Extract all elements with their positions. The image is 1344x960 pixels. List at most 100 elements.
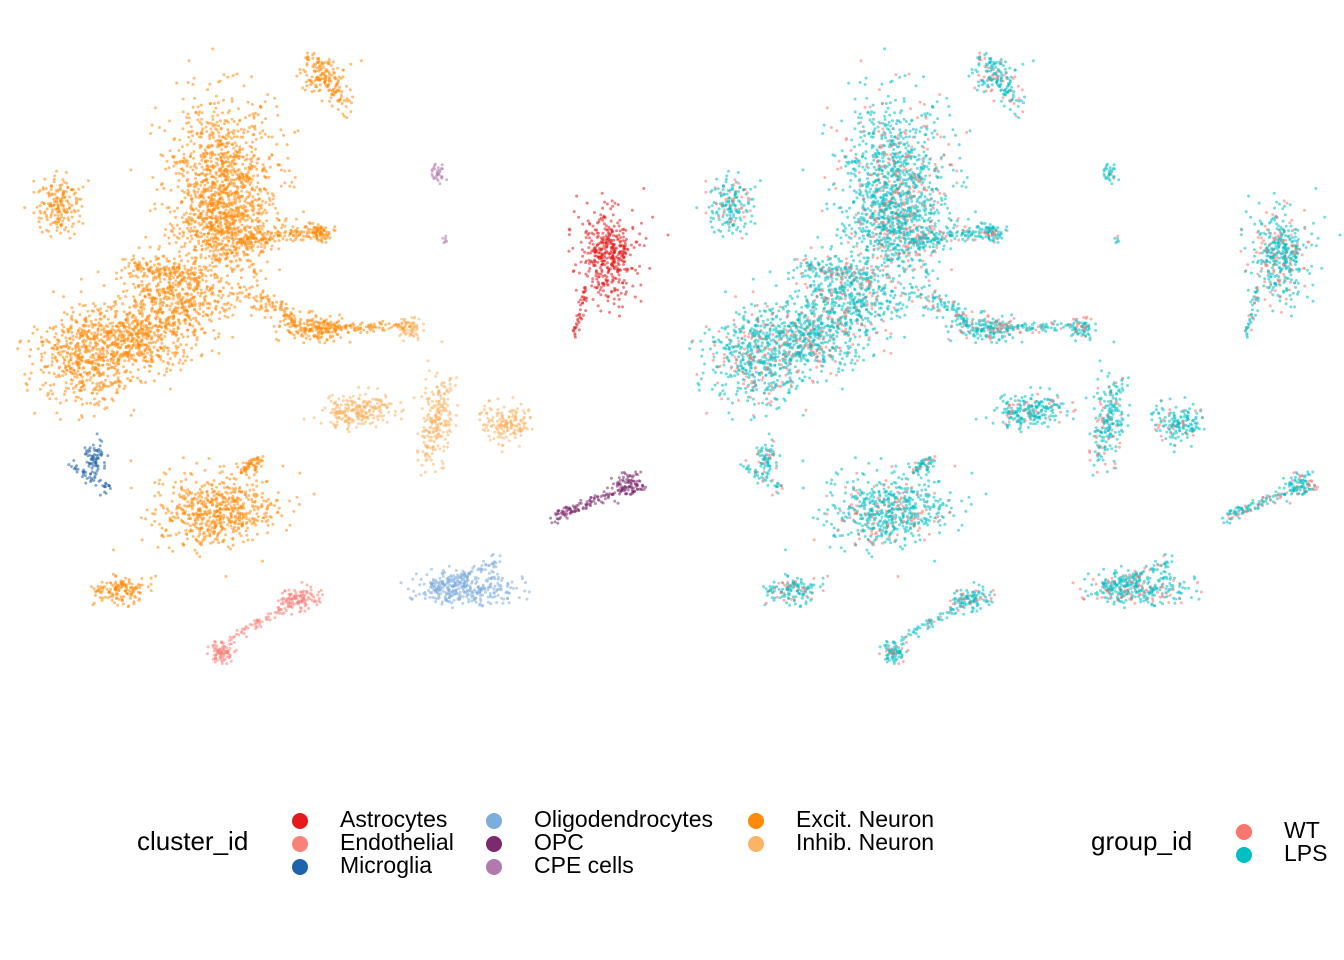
cell-point xyxy=(127,272,131,276)
cell-point xyxy=(155,188,159,192)
cell-point xyxy=(194,195,198,199)
cell-point xyxy=(187,130,191,134)
cell-point xyxy=(603,200,607,204)
cell-point xyxy=(311,221,315,225)
cell-point xyxy=(274,206,277,210)
cell-point xyxy=(487,434,491,438)
cell-point xyxy=(219,127,223,131)
cell-point xyxy=(99,307,103,311)
cell-point xyxy=(211,193,215,197)
cell-point xyxy=(157,328,161,332)
cell-point xyxy=(207,186,210,190)
cell-point xyxy=(522,425,526,429)
cell-point xyxy=(92,374,96,377)
cell-point xyxy=(63,392,66,396)
cell-point xyxy=(182,351,186,355)
cell-point xyxy=(621,263,625,267)
cell-point xyxy=(168,288,172,292)
cell-point xyxy=(41,344,45,347)
cell-point xyxy=(16,347,20,351)
cell-point xyxy=(155,315,159,319)
cell-point xyxy=(94,344,98,348)
cell-point xyxy=(205,235,209,239)
cell-point xyxy=(225,219,229,223)
cell-point xyxy=(78,336,81,340)
cell-point xyxy=(189,302,193,306)
cell-point xyxy=(219,233,223,237)
cell-point xyxy=(201,303,205,307)
cell-point xyxy=(271,522,275,526)
cell-point xyxy=(54,189,58,192)
cell-point xyxy=(423,419,427,423)
cell-point xyxy=(223,496,227,500)
cell-point xyxy=(65,312,69,316)
cell-point xyxy=(189,152,193,156)
cell-point xyxy=(154,324,158,328)
cell-point xyxy=(189,194,193,198)
cell-point xyxy=(504,435,508,439)
cell-point xyxy=(605,202,609,206)
cell-point xyxy=(95,401,99,405)
cell-point xyxy=(229,207,233,211)
cell-point xyxy=(174,352,178,356)
cell-point xyxy=(77,366,81,370)
cell-point xyxy=(448,422,452,426)
cell-point xyxy=(619,239,622,243)
cell-point xyxy=(29,348,33,352)
cell-point xyxy=(222,464,226,468)
cell-point xyxy=(231,270,235,274)
cell-point xyxy=(257,253,261,257)
cell-point xyxy=(128,275,132,279)
cell-point xyxy=(151,306,155,310)
cell-point xyxy=(181,354,185,358)
cell-point xyxy=(102,359,105,363)
cell-point xyxy=(77,187,81,191)
cell-point xyxy=(259,245,263,249)
cell-point xyxy=(248,113,252,117)
cell-point xyxy=(103,595,107,599)
cell-point xyxy=(153,310,157,314)
cell-point xyxy=(323,341,327,345)
cell-point xyxy=(146,585,150,589)
cell-point xyxy=(216,300,220,304)
cell-point xyxy=(314,314,318,317)
cell-point xyxy=(39,368,43,372)
cell-point xyxy=(103,341,107,345)
cell-point xyxy=(187,275,191,279)
cell-point xyxy=(221,539,225,543)
cell-point xyxy=(194,343,198,347)
cell-point xyxy=(631,284,635,288)
cell-point xyxy=(211,213,215,217)
cell-point xyxy=(66,229,70,233)
cell-point xyxy=(209,160,213,163)
cell-point xyxy=(329,96,333,100)
cell-point xyxy=(208,102,212,105)
cell-point xyxy=(229,500,233,504)
cell-point xyxy=(617,305,621,309)
cell-point xyxy=(168,357,172,361)
cell-point xyxy=(266,191,270,195)
cell-point xyxy=(81,402,84,406)
cell-point xyxy=(210,236,214,240)
cell-point xyxy=(255,167,259,171)
cell-point xyxy=(208,172,212,176)
cell-point xyxy=(252,207,256,211)
cell-point xyxy=(252,154,256,158)
cell-point xyxy=(211,290,214,294)
cell-point xyxy=(270,153,274,157)
cell-point xyxy=(178,254,182,258)
cell-point xyxy=(189,183,193,187)
cell-point xyxy=(202,532,205,536)
cell-point xyxy=(420,407,424,411)
cell-point xyxy=(163,334,167,338)
cell-point xyxy=(158,293,161,297)
cell-point xyxy=(213,186,217,190)
cell-point xyxy=(194,316,198,320)
cell-point xyxy=(221,180,224,184)
cell-point xyxy=(133,319,137,323)
cell-point xyxy=(198,529,202,533)
cell-point xyxy=(416,336,420,340)
cell-point xyxy=(199,253,203,257)
cell-point xyxy=(254,523,258,527)
cell-point xyxy=(77,220,81,224)
